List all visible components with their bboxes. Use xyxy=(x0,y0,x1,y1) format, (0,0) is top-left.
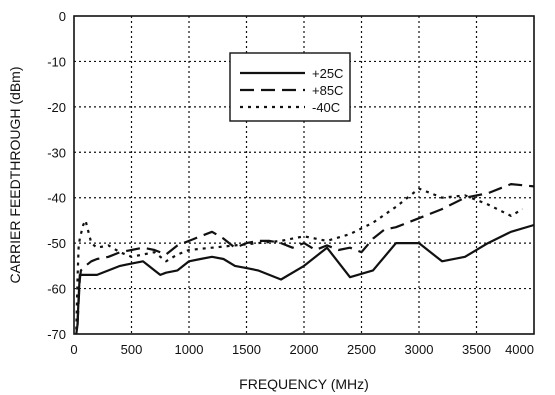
y-axis-label: CARRIER FEEDTHROUGH (dBm) xyxy=(7,66,23,283)
x-axis-label: FREQUENCY (MHz) xyxy=(239,376,369,392)
series-line-3 xyxy=(75,187,524,330)
series-line-2 xyxy=(76,183,535,325)
y-tick-label: -30 xyxy=(47,145,66,160)
x-tick-label: 3000 xyxy=(405,342,434,357)
y-tick-label: -70 xyxy=(47,327,66,342)
y-tick-label: -50 xyxy=(47,236,66,251)
legend-label: +85C xyxy=(312,83,343,98)
x-tick-label: 2000 xyxy=(290,342,319,357)
series-line-1 xyxy=(75,223,535,335)
plot-frame xyxy=(73,15,535,335)
legend: +25C +85C -40C xyxy=(229,52,351,122)
legend-label: -40C xyxy=(312,100,340,115)
x-tick-labels: 0 500 1000 1500 2000 2500 3000 3500 4000 xyxy=(70,342,534,357)
x-tick-label: 0 xyxy=(70,342,77,357)
y-tick-label: -40 xyxy=(47,191,66,206)
series-group xyxy=(75,183,535,335)
x-tick-label: 3500 xyxy=(462,342,491,357)
x-tick-label: 4000 xyxy=(505,342,534,357)
x-tick-label: 500 xyxy=(121,342,143,357)
x-tick-label: 1500 xyxy=(232,342,261,357)
y-tick-label: -10 xyxy=(47,54,66,69)
y-tick-labels: 0 -10 -20 -30 -40 -50 -60 -70 xyxy=(47,9,66,342)
y-tick-label: -60 xyxy=(47,282,66,297)
legend-box xyxy=(229,52,351,122)
legend-label: +25C xyxy=(312,66,343,81)
y-tick-label: 0 xyxy=(59,9,66,24)
y-tick-label: -20 xyxy=(47,100,66,115)
x-tick-label: 1000 xyxy=(175,342,204,357)
x-tick-label: 2500 xyxy=(347,342,376,357)
